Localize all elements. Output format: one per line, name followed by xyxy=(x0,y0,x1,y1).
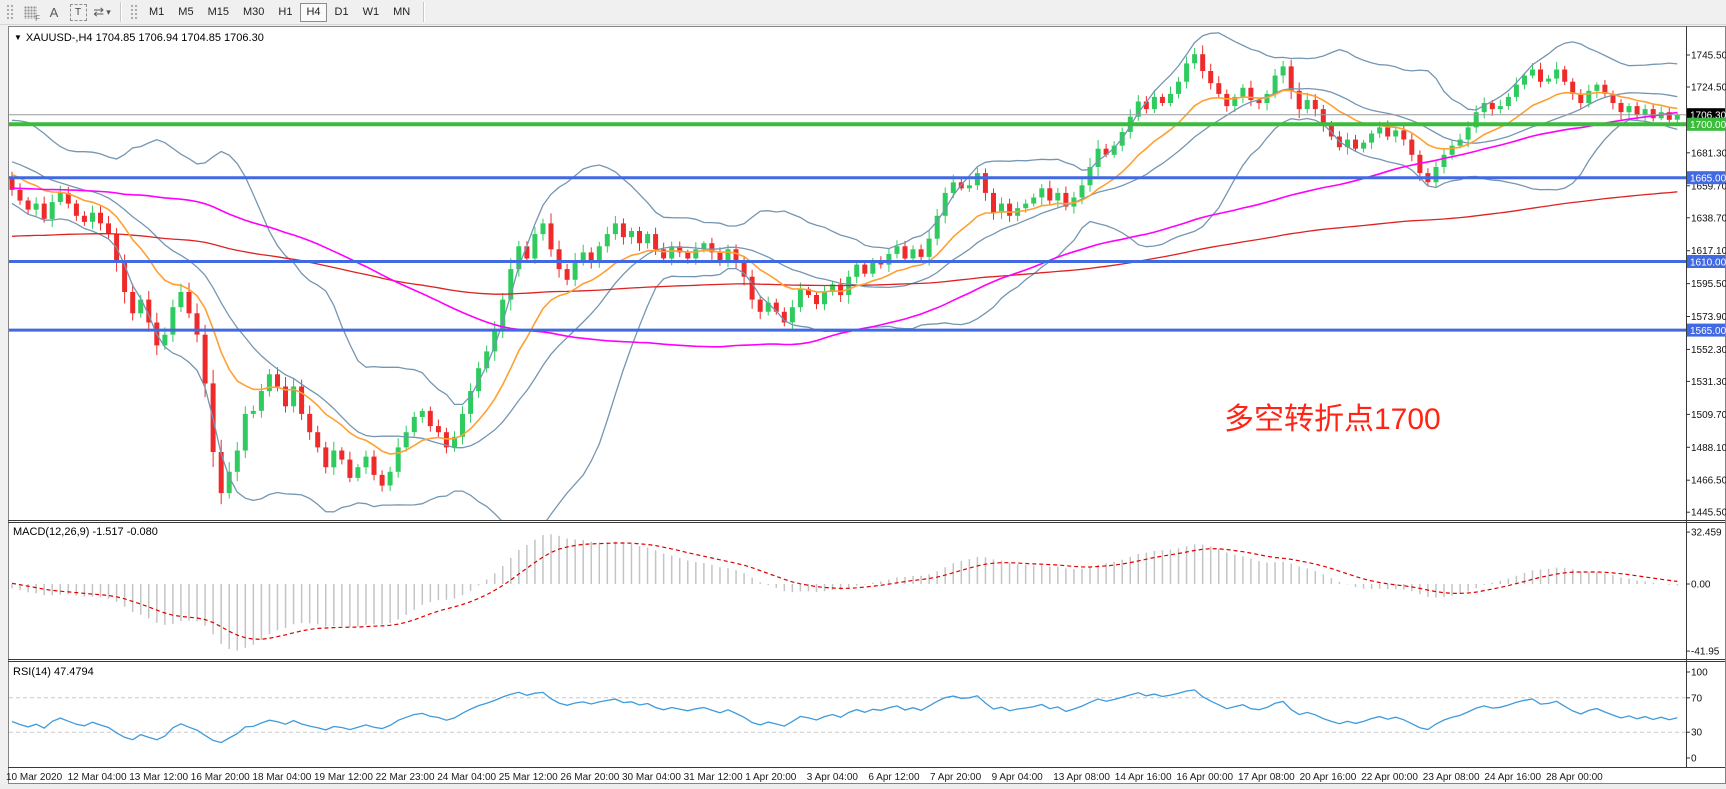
timeframe-button-m1[interactable]: M1 xyxy=(149,6,165,18)
rsi-panel-area[interactable] xyxy=(9,662,1685,766)
timeframe-button-h4[interactable]: H4 xyxy=(300,2,327,22)
dropdown-caret-icon: ▾ xyxy=(106,6,111,17)
text-label-icon[interactable]: T xyxy=(67,2,89,22)
timeframe-bar: M1 M5 M15 M30 H1 H4 D1 W1 MN xyxy=(142,2,417,22)
rsi-indicator-label: RSI(14) 47.4794 xyxy=(13,666,94,678)
timeframe-button-w1[interactable]: W1 xyxy=(362,6,380,18)
window-bottom-strip xyxy=(0,784,1726,789)
macd-panel-area[interactable] xyxy=(9,523,1685,658)
toolbar-separator xyxy=(120,2,121,22)
price-axis[interactable] xyxy=(1686,26,1726,768)
timeframe-button-m30[interactable]: M30 xyxy=(242,6,265,18)
timeframe-button-h1[interactable]: H1 xyxy=(278,6,293,18)
cursor-grid-letter: F xyxy=(35,14,40,23)
timeframe-button-m15[interactable]: M15 xyxy=(207,6,229,18)
timeframe-button-m5[interactable]: M5 xyxy=(178,6,194,18)
time-axis[interactable] xyxy=(9,769,1685,783)
macd-indicator-label: MACD(12,26,9) -1.517 -0.080 xyxy=(13,526,158,538)
toolbar-separator-2 xyxy=(423,2,425,22)
toolbar-drag-handle[interactable] xyxy=(6,4,15,20)
timeframe-button-mn[interactable]: MN xyxy=(393,6,411,18)
line-studies-icon[interactable]: ⇄ ▾ xyxy=(93,4,111,19)
timeframe-button-d1[interactable]: D1 xyxy=(334,6,349,18)
main-chart-plot-area[interactable] xyxy=(9,28,1685,519)
grid-dots-glyph xyxy=(23,5,37,19)
timeframe-drag-handle[interactable] xyxy=(130,4,139,20)
cursor-grid-icon[interactable]: F xyxy=(19,2,41,23)
toolbar: F A T ⇄ ▾ M1 M5 M15 M30 H1 H4 D1 W1 MN xyxy=(0,0,1726,25)
insert-text-icon[interactable]: A xyxy=(49,4,59,20)
